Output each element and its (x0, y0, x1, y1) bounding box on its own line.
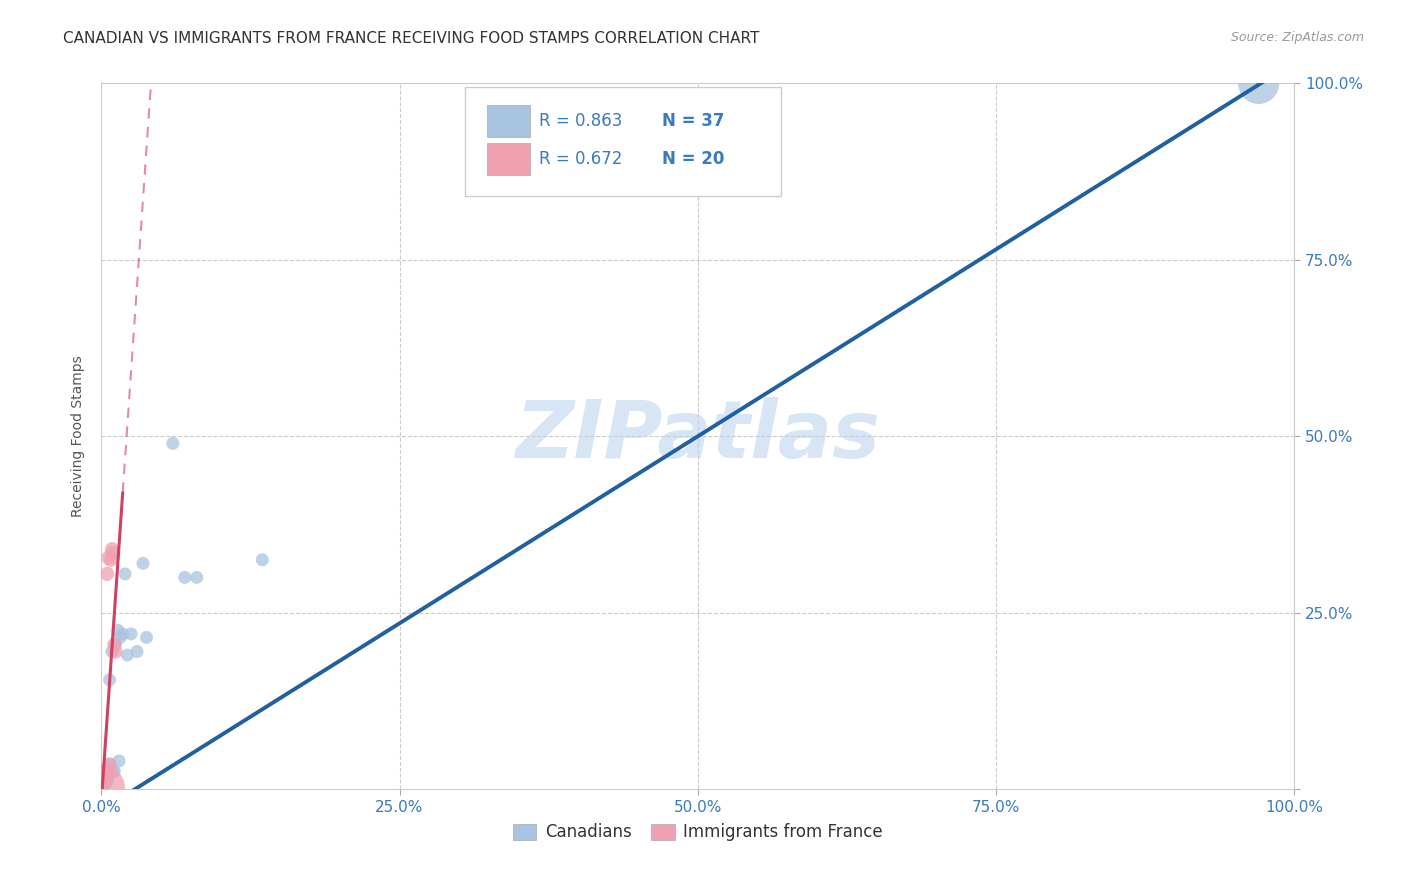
Point (103, 638, 125, 652)
Point (96, 764, 118, 779)
Point (135, 631, 157, 645)
Point (111, 627, 134, 641)
Point (94, 772, 117, 786)
Text: R = 0.863: R = 0.863 (538, 112, 623, 130)
Point (94, 766, 117, 780)
Point (91, 772, 114, 786)
Point (93, 775, 115, 789)
Point (93, 764, 115, 779)
Point (96, 566, 118, 581)
Point (98, 757, 121, 772)
Point (100, 761, 122, 775)
Point (1247, 77, 1270, 91)
Point (94, 769, 117, 783)
Point (162, 436, 184, 450)
Point (173, 570, 195, 584)
Point (96, 769, 118, 783)
Point (252, 553, 274, 567)
Point (117, 648, 139, 662)
Point (93, 769, 115, 783)
Point (91, 779, 114, 793)
Point (120, 627, 142, 641)
Point (93, 775, 115, 789)
Point (93, 772, 115, 786)
Point (94, 768, 117, 782)
Point (101, 644, 124, 658)
Point (114, 566, 136, 581)
Point (104, 638, 127, 652)
Y-axis label: Receiving Food Stamps: Receiving Food Stamps (72, 355, 86, 517)
Text: Source: ZipAtlas.com: Source: ZipAtlas.com (1230, 31, 1364, 45)
Point (101, 546, 124, 560)
Legend: Canadians, Immigrants from France: Canadians, Immigrants from France (506, 816, 890, 848)
Point (104, 644, 127, 658)
Point (96, 773, 118, 788)
Point (91, 776, 114, 790)
Point (96, 766, 118, 780)
Text: CANADIAN VS IMMIGRANTS FROM FRANCE RECEIVING FOOD STAMPS CORRELATION CHART: CANADIAN VS IMMIGRANTS FROM FRANCE RECEI… (63, 31, 759, 46)
Point (93, 768, 115, 782)
Point (94, 773, 117, 788)
Point (110, 631, 132, 645)
Point (97, 550, 120, 565)
Point (91, 773, 114, 788)
Text: N = 20: N = 20 (662, 150, 724, 168)
Point (186, 570, 208, 584)
Point (97, 764, 120, 779)
Point (100, 553, 122, 567)
Point (125, 644, 148, 658)
Text: R = 0.672: R = 0.672 (538, 150, 623, 168)
FancyBboxPatch shape (486, 143, 530, 175)
Point (108, 754, 131, 768)
Point (94, 776, 117, 790)
Point (94, 772, 117, 786)
Point (94, 766, 117, 780)
FancyBboxPatch shape (465, 87, 782, 196)
FancyBboxPatch shape (486, 104, 530, 137)
Point (97, 764, 120, 779)
Text: N = 37: N = 37 (662, 112, 724, 130)
Text: ZIPatlas: ZIPatlas (516, 397, 880, 475)
Point (103, 764, 125, 779)
Point (94, 763, 117, 777)
Point (101, 764, 124, 779)
Point (98, 673, 121, 687)
Point (101, 542, 124, 557)
Point (91, 780, 114, 795)
Point (107, 624, 129, 638)
Point (91, 776, 114, 790)
Point (132, 557, 155, 571)
Point (98, 757, 121, 772)
